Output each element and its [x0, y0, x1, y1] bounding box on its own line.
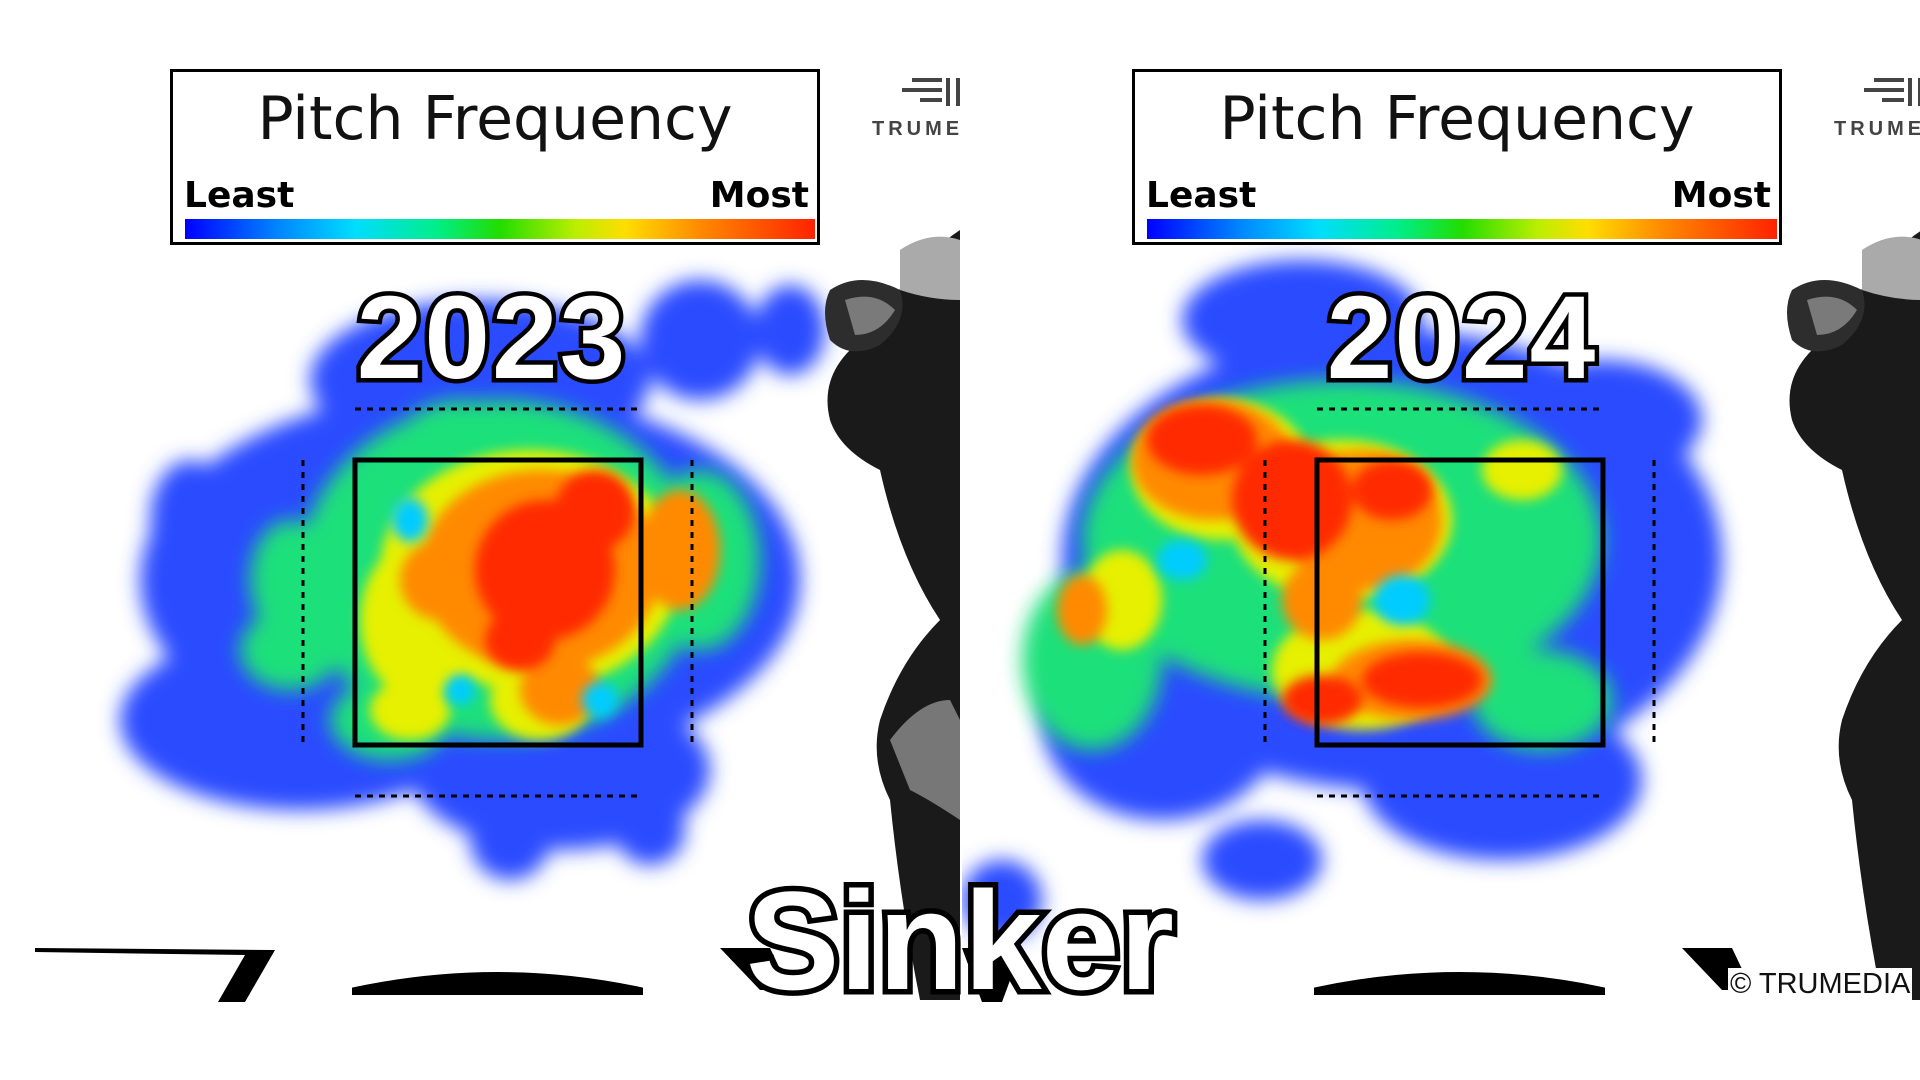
- copyright-text: © TRUMEDIA: [1728, 968, 1913, 1001]
- heat-cold-spots: [1157, 540, 1430, 625]
- heatmap-chart-2024: [962, 231, 1920, 1002]
- legend-title: Pitch Frequency: [257, 84, 733, 154]
- batter-silhouette: [1787, 231, 1920, 1000]
- year-label-2023: 2023: [352, 268, 630, 409]
- heat-cold-spots: [392, 498, 618, 718]
- strike-zone: [352, 457, 644, 748]
- legend-box: Pitch Frequency Least Most: [170, 69, 820, 245]
- legend-max-label: Most: [1671, 175, 1771, 216]
- heatmap-chart-2023: [35, 230, 960, 1002]
- home-plate: [1314, 972, 1605, 995]
- heatmap-panel-2023: Pitch Frequency Least Most TRUME 2023: [35, 69, 960, 1002]
- legend-max-label: Most: [709, 175, 809, 216]
- legend-color-scale: [1147, 219, 1777, 239]
- strike-zone: [1314, 457, 1606, 748]
- batter-box-left: [35, 948, 275, 1002]
- legend-min-label: Least: [184, 175, 295, 216]
- home-plate: [352, 972, 643, 995]
- trumedia-logo-icon: [902, 78, 960, 106]
- pitch-type-label: Sinker: [741, 857, 1180, 1025]
- batter-box-right: [720, 948, 790, 990]
- heatmap-panel-2024: Pitch Frequency Least Most TRUME 2024: [962, 0, 1920, 1080]
- legend-color-scale: [185, 219, 815, 239]
- trumedia-logo-icon: [1864, 78, 1920, 106]
- trumedia-logo-text: TRUME: [1834, 118, 1920, 140]
- trumedia-logo: TRUME: [1834, 74, 1920, 144]
- year-label-2024: 2024: [1322, 268, 1600, 409]
- heat-layer-red: [1147, 405, 1482, 725]
- batter-silhouette: [825, 230, 960, 1000]
- trumedia-logo: TRUME: [872, 74, 960, 144]
- legend-box: Pitch Frequency Least Most: [1132, 69, 1782, 245]
- legend-min-label: Least: [1146, 175, 1257, 216]
- trumedia-logo-text: TRUME: [872, 118, 960, 140]
- legend-title: Pitch Frequency: [1219, 84, 1695, 154]
- batter-box-left: [962, 948, 1022, 1002]
- heat-layer-red: [475, 470, 635, 670]
